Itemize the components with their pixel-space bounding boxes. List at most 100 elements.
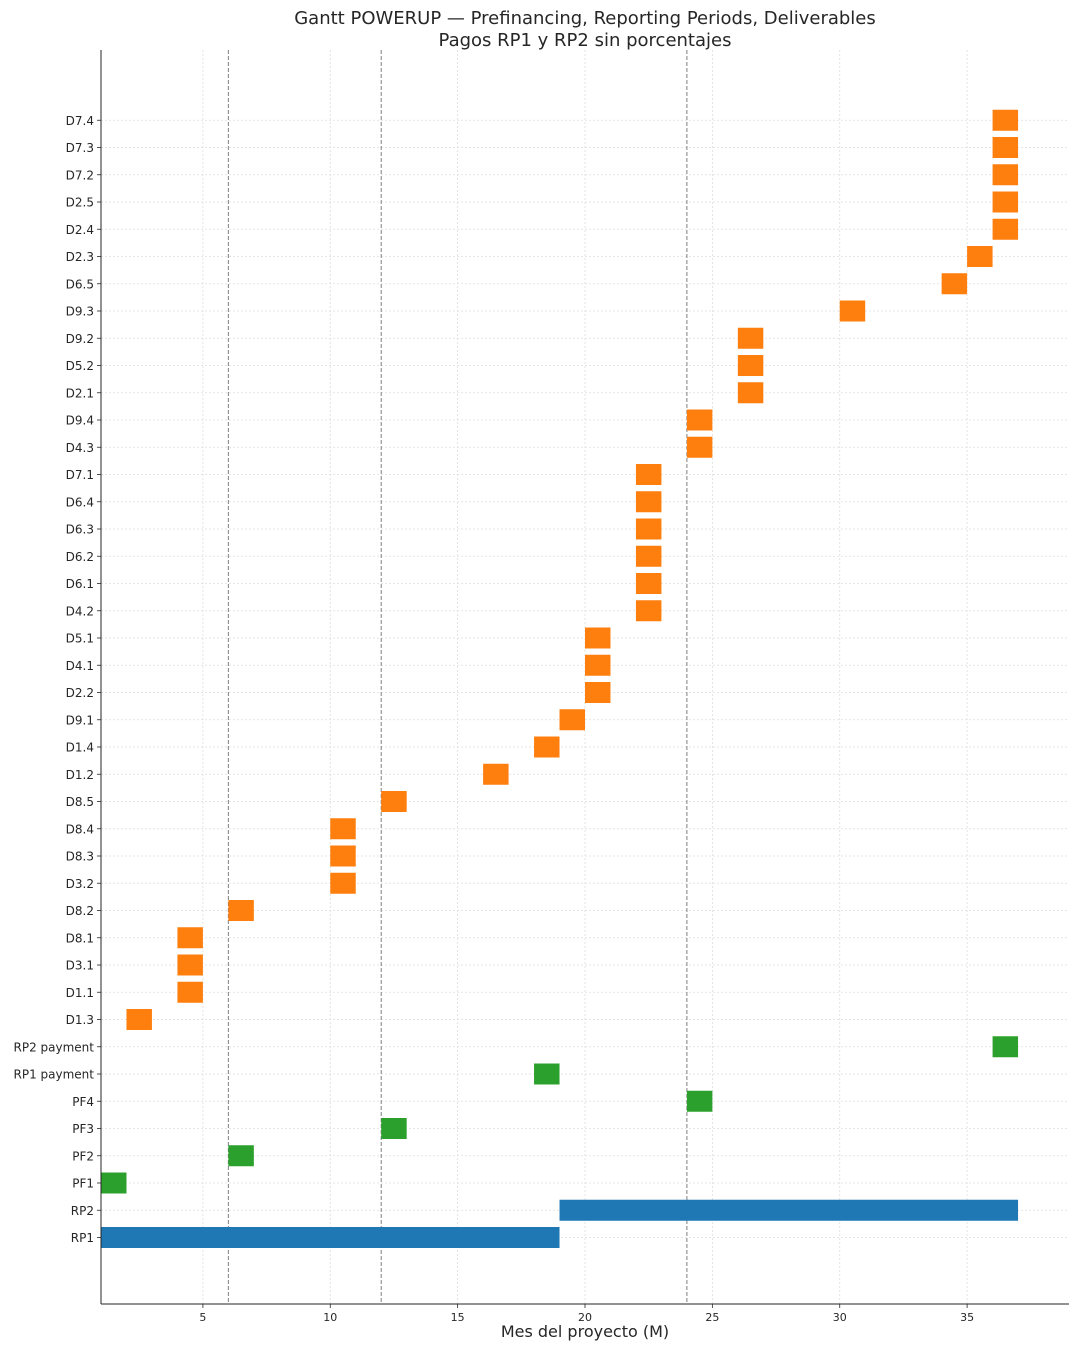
bar-d8-5 bbox=[381, 791, 407, 812]
y-tick-label: D8.2 bbox=[66, 904, 94, 918]
bar-d5-2 bbox=[737, 355, 764, 376]
bars-layer bbox=[101, 109, 1019, 1248]
bar-pf2 bbox=[228, 1145, 254, 1167]
bar-d4-1 bbox=[585, 654, 611, 676]
y-tick-label: D4.3 bbox=[66, 441, 94, 455]
bar-d1-4 bbox=[534, 736, 560, 758]
y-tick-label: D7.3 bbox=[66, 141, 94, 155]
bar-d9-2 bbox=[737, 327, 764, 349]
bar-rp1 bbox=[101, 1227, 560, 1248]
bar-rp2-payment bbox=[992, 1036, 1019, 1058]
y-tick-label: D2.2 bbox=[66, 686, 94, 700]
y-tick-label: PF1 bbox=[72, 1177, 94, 1191]
x-tick-label: 5 bbox=[199, 1311, 206, 1324]
y-tick-label: D2.1 bbox=[66, 386, 94, 400]
y-tick-labels: RP1 RP2 PF1 PF2 PF3 PF4 RP1 payment RP2 payment… bbox=[14, 114, 101, 1245]
x-tick-label: 30 bbox=[833, 1311, 847, 1324]
bar-d2-4 bbox=[992, 218, 1019, 240]
y-tick-label: D7.1 bbox=[66, 468, 94, 482]
bar-d3-1 bbox=[177, 954, 203, 976]
y-tick-label: D9.3 bbox=[66, 305, 94, 319]
y-tick-label: D5.2 bbox=[66, 359, 94, 373]
bar-d7-2 bbox=[992, 164, 1019, 186]
y-tick-label: D6.5 bbox=[66, 277, 94, 291]
bar-rp1-payment bbox=[534, 1063, 560, 1085]
bar-d2-2 bbox=[585, 682, 611, 703]
chart-subtitle: Pagos RP1 y RP2 sin porcentajes bbox=[439, 30, 732, 51]
y-tick-label: D2.4 bbox=[66, 223, 94, 237]
chart-title: Gantt POWERUP — Prefinancing, Reporting … bbox=[294, 8, 876, 29]
y-tick-label: D7.2 bbox=[66, 168, 94, 182]
bar-rp2 bbox=[559, 1199, 1019, 1221]
y-tick-label: D9.2 bbox=[66, 332, 94, 346]
y-tick-label: D8.5 bbox=[66, 795, 94, 809]
x-tick-label: 35 bbox=[960, 1311, 974, 1324]
bar-pf3 bbox=[381, 1118, 407, 1139]
y-tick-label: D1.2 bbox=[66, 768, 94, 782]
bar-d6-5 bbox=[941, 273, 968, 295]
x-tick-label: 20 bbox=[578, 1311, 592, 1324]
y-tick-label: D6.2 bbox=[66, 550, 94, 564]
bar-pf4 bbox=[686, 1090, 713, 1112]
y-tick-label: RP2 bbox=[71, 1204, 94, 1218]
bar-d5-1 bbox=[585, 627, 611, 649]
bar-d4-2 bbox=[635, 600, 662, 622]
bar-d6-2 bbox=[635, 545, 662, 567]
bar-d8-3 bbox=[330, 845, 356, 867]
y-tick-label: D9.4 bbox=[66, 414, 94, 428]
y-tick-label: D6.4 bbox=[66, 495, 94, 509]
x-tick-label: 10 bbox=[323, 1311, 337, 1324]
bar-d2-1 bbox=[737, 382, 764, 404]
bar-d1-1 bbox=[177, 981, 203, 1003]
bar-d8-1 bbox=[177, 927, 203, 949]
y-tick-label: D1.1 bbox=[66, 986, 94, 1000]
y-tick-label: D8.3 bbox=[66, 850, 94, 864]
y-tick-label: D6.3 bbox=[66, 523, 94, 537]
y-tick-label: D8.4 bbox=[66, 822, 94, 836]
y-tick-label: PF4 bbox=[72, 1095, 94, 1109]
y-tick-label: D6.1 bbox=[66, 577, 94, 591]
bar-d7-1 bbox=[635, 464, 662, 485]
y-tick-label: D9.1 bbox=[66, 713, 94, 727]
y-tick-label: RP1 payment bbox=[14, 1068, 95, 1082]
bar-d8-4 bbox=[330, 818, 356, 840]
bar-d1-3 bbox=[126, 1009, 152, 1030]
y-tick-label: D1.3 bbox=[66, 1013, 94, 1027]
grid-layer bbox=[101, 50, 1069, 1304]
y-tick-label: D3.2 bbox=[66, 877, 94, 891]
bar-d4-3 bbox=[686, 436, 713, 458]
bar-d9-3 bbox=[839, 300, 866, 322]
y-tick-label: RP2 payment bbox=[14, 1040, 95, 1054]
y-tick-label: PF2 bbox=[72, 1149, 94, 1163]
y-tick-label: D3.1 bbox=[66, 959, 94, 973]
x-tick-label: 25 bbox=[705, 1311, 719, 1324]
y-tick-label: D5.1 bbox=[66, 632, 94, 646]
y-tick-label: D4.2 bbox=[66, 604, 94, 618]
bar-pf1 bbox=[101, 1172, 127, 1194]
bar-d3-2 bbox=[330, 872, 356, 894]
bar-d8-2 bbox=[228, 900, 254, 921]
y-tick-label: RP1 bbox=[71, 1231, 94, 1245]
x-axis-label: Mes del proyecto (M) bbox=[501, 1322, 669, 1341]
y-tick-label: D4.1 bbox=[66, 659, 94, 673]
x-tick-label: 15 bbox=[451, 1311, 465, 1324]
bar-d7-4 bbox=[992, 109, 1019, 131]
y-tick-label: D2.5 bbox=[66, 196, 94, 210]
y-tick-label: D7.4 bbox=[66, 114, 94, 128]
bar-d9-4 bbox=[686, 409, 713, 431]
bar-d7-3 bbox=[992, 137, 1019, 158]
x-tick-labels: 5 10 15 20 25 30 35 bbox=[199, 1304, 974, 1324]
y-tick-label: D1.4 bbox=[66, 741, 94, 755]
bar-d6-1 bbox=[635, 573, 662, 594]
y-tick-label: PF3 bbox=[72, 1122, 94, 1136]
y-tick-label: D8.1 bbox=[66, 931, 94, 945]
bar-d2-5 bbox=[992, 191, 1019, 213]
bar-d9-1 bbox=[559, 709, 585, 731]
bar-d1-2 bbox=[483, 763, 509, 785]
bar-d6-3 bbox=[635, 518, 662, 540]
bar-d6-4 bbox=[635, 491, 662, 513]
bar-d2-3 bbox=[967, 246, 993, 267]
y-tick-label: D2.3 bbox=[66, 250, 94, 264]
